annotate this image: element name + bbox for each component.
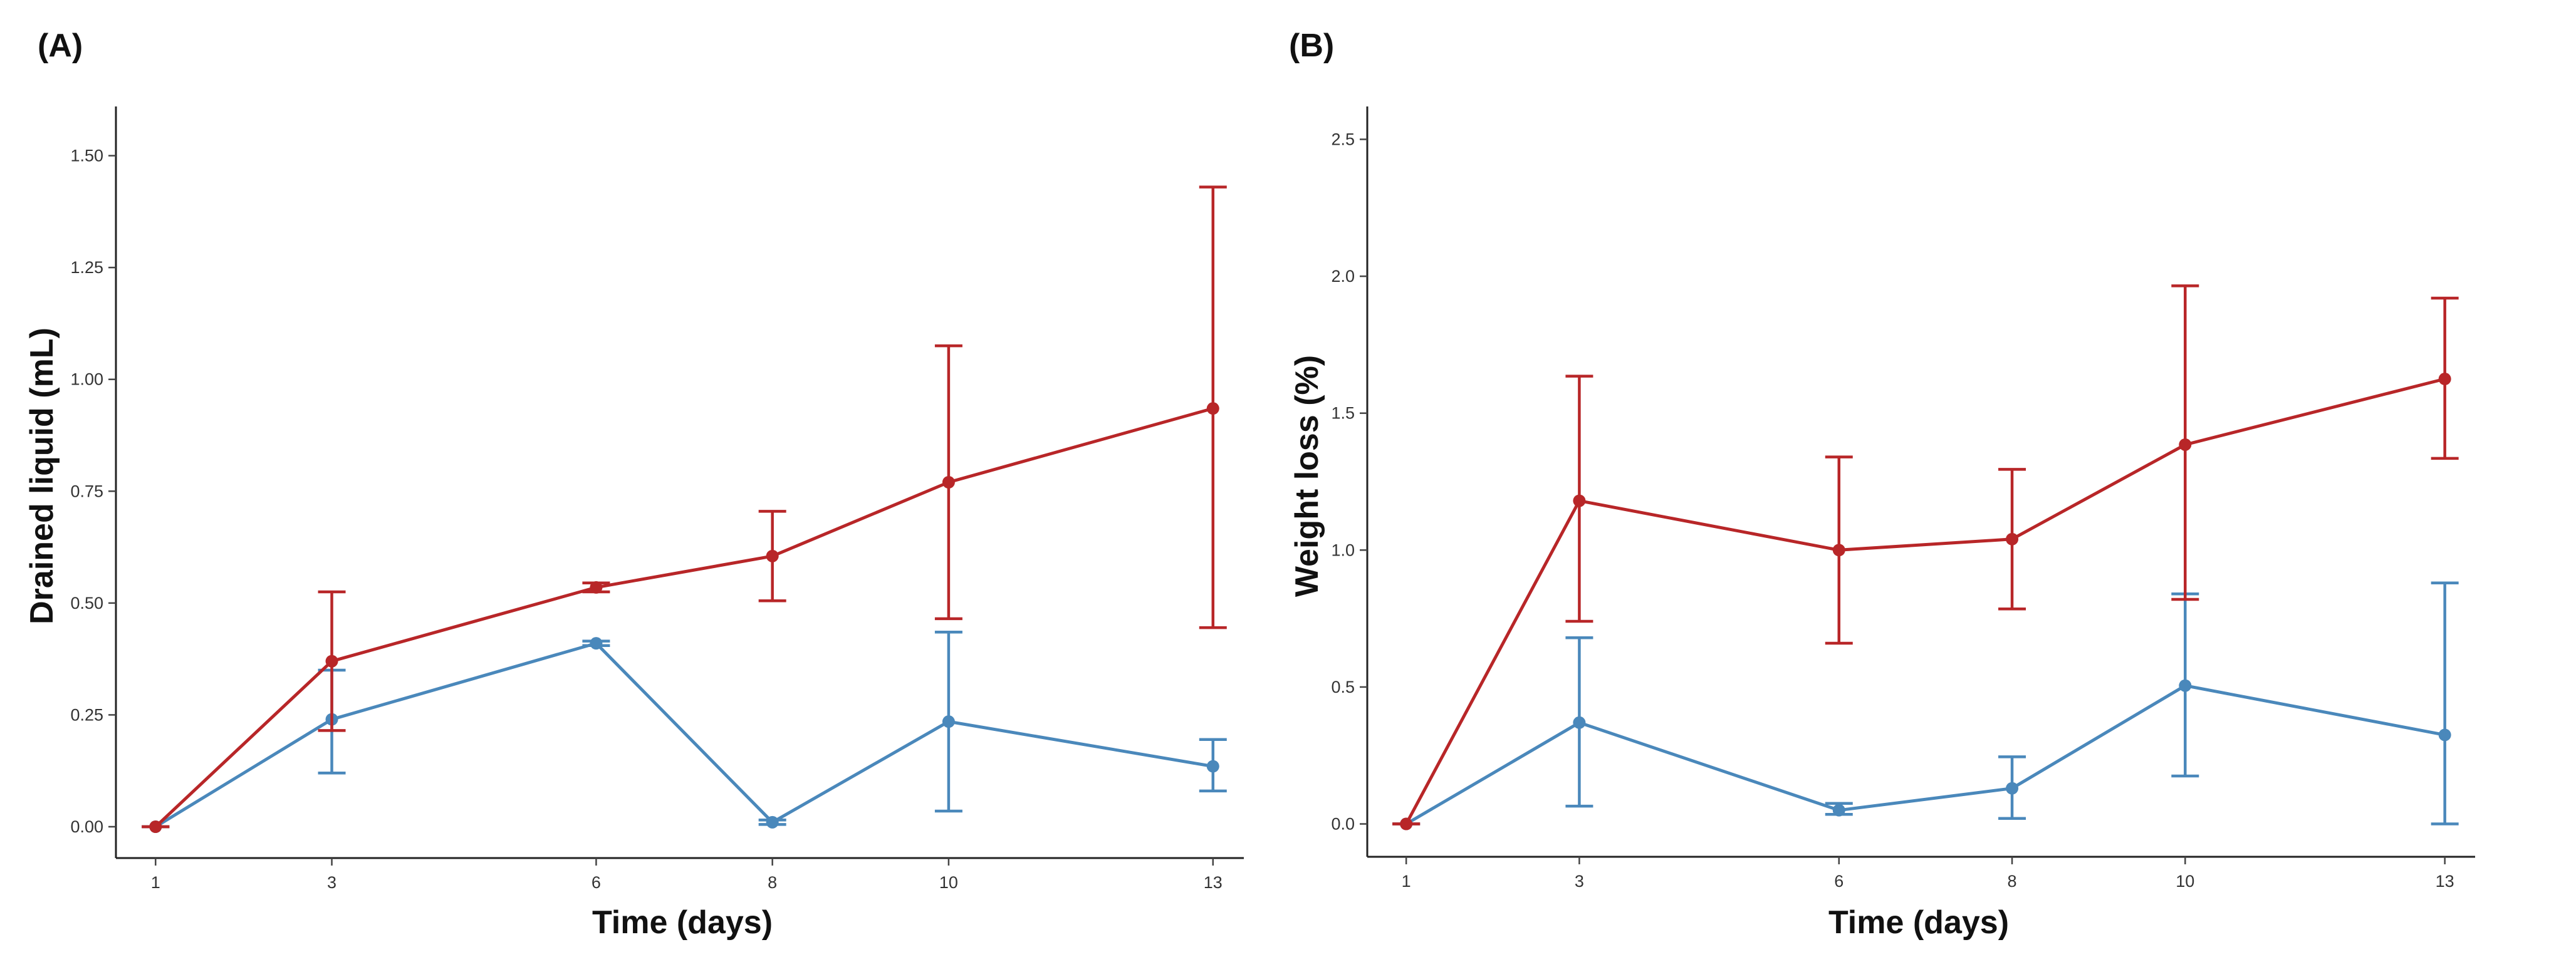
panel-b-series-blue xyxy=(1392,581,2459,830)
panel-a-red-point xyxy=(590,581,603,594)
panel-a-x-tick-label: 1 xyxy=(151,873,160,892)
panel-b-blue-point xyxy=(2006,782,2019,795)
panel-b-y-axis-title: Weight loss (%) xyxy=(1289,355,1325,597)
panel-b-red-point xyxy=(2006,532,2019,546)
panel-a-x-axis-title: Time (days) xyxy=(592,904,773,941)
panel-b-red-point xyxy=(2438,373,2451,386)
panel-a: (A) Time (days) Drained liquid (mL) 0.00… xyxy=(24,28,1244,941)
panel-a-blue-point xyxy=(590,637,603,650)
panel-b-red-line xyxy=(1404,377,2446,825)
panel-b-x-tick-label: 3 xyxy=(1575,872,1584,891)
panel-a-blue-point xyxy=(766,815,779,829)
panel-b-x-tick-label: 6 xyxy=(1834,872,1843,891)
panel-a-y-tick-label: 0.50 xyxy=(70,594,103,613)
panel-b-blue-point xyxy=(2438,728,2451,742)
panel-a-red-point xyxy=(1206,402,1219,415)
panel-a-red-point xyxy=(766,549,779,562)
panel-b: (B) Time (days) Weight loss (%) 0.0 0.5 1.… xyxy=(1289,28,2475,941)
panel-b-label: (B) xyxy=(1289,28,1334,64)
panel-a-y-tick-label: 1.00 xyxy=(70,370,103,389)
panel-a-label: (A) xyxy=(38,28,83,64)
panel-b-x-tick-label: 13 xyxy=(2436,872,2454,891)
panel-b-blue-point xyxy=(1573,716,1586,729)
panel-a-y-tick-label: 0.25 xyxy=(70,705,103,724)
panel-b-red-point xyxy=(1832,544,1845,557)
panel-b-plot-area: 0.00.51.01.52.02.51 3 6 8 10 13 xyxy=(1331,106,2475,891)
panel-a-series-red xyxy=(142,185,1227,833)
panel-b-y-tick-label: 0.0 xyxy=(1331,815,1355,834)
panel-b-y-tick-label: 1.5 xyxy=(1331,404,1355,423)
panel-a-x-tick-label: 3 xyxy=(327,873,336,892)
panel-a-blue-line xyxy=(154,641,1214,829)
panel-b-x-axis-title: Time (days) xyxy=(1828,904,2009,941)
panel-a-red-point xyxy=(149,820,162,833)
panel-a-red-line xyxy=(154,406,1214,828)
panel-b-blue-line xyxy=(1405,684,2446,825)
panel-b-red-point xyxy=(2179,438,2192,451)
panel-a-plot-area: 0.000.250.500.751.001.251.501 3 6 8 10 13 xyxy=(70,106,1244,892)
panel-a-blue-point xyxy=(942,715,955,728)
panel-b-series-red xyxy=(1392,284,2459,830)
panel-a-y-tick-label: 0.75 xyxy=(70,482,103,500)
panel-a-y-tick-label: 1.25 xyxy=(70,258,103,277)
panel-a-x-tick-label: 10 xyxy=(939,873,958,892)
panel-b-x-tick-label: 8 xyxy=(2008,872,2017,891)
panel-a-red-point xyxy=(325,654,338,668)
panel-b-red-point xyxy=(1400,817,1413,830)
panel-a-x-tick-label: 8 xyxy=(768,873,777,892)
panel-a-x-tick-label: 13 xyxy=(1204,873,1223,892)
panel-b-blue-point xyxy=(1832,804,1845,817)
panel-b-blue-point xyxy=(2179,679,2192,692)
panel-b-y-tick-label: 0.5 xyxy=(1331,678,1355,696)
panel-b-y-tick-label: 2.0 xyxy=(1331,267,1355,286)
panel-a-y-tick-label: 0.00 xyxy=(70,817,103,836)
panel-a-blue-point xyxy=(1206,760,1219,773)
panel-b-y-tick-label: 2.5 xyxy=(1331,130,1355,148)
panel-a-y-axis-title: Drained liquid (mL) xyxy=(24,328,60,624)
panel-a-red-point xyxy=(942,476,955,489)
panel-b-y-tick-label: 1.0 xyxy=(1331,541,1355,559)
panel-a-y-tick-label: 1.50 xyxy=(70,147,103,165)
panel-b-x-tick-label: 10 xyxy=(2176,872,2194,891)
panel-b-red-point xyxy=(1573,494,1586,507)
panel-a-x-tick-label: 6 xyxy=(592,873,601,892)
panel-b-x-tick-label: 1 xyxy=(1402,872,1411,891)
